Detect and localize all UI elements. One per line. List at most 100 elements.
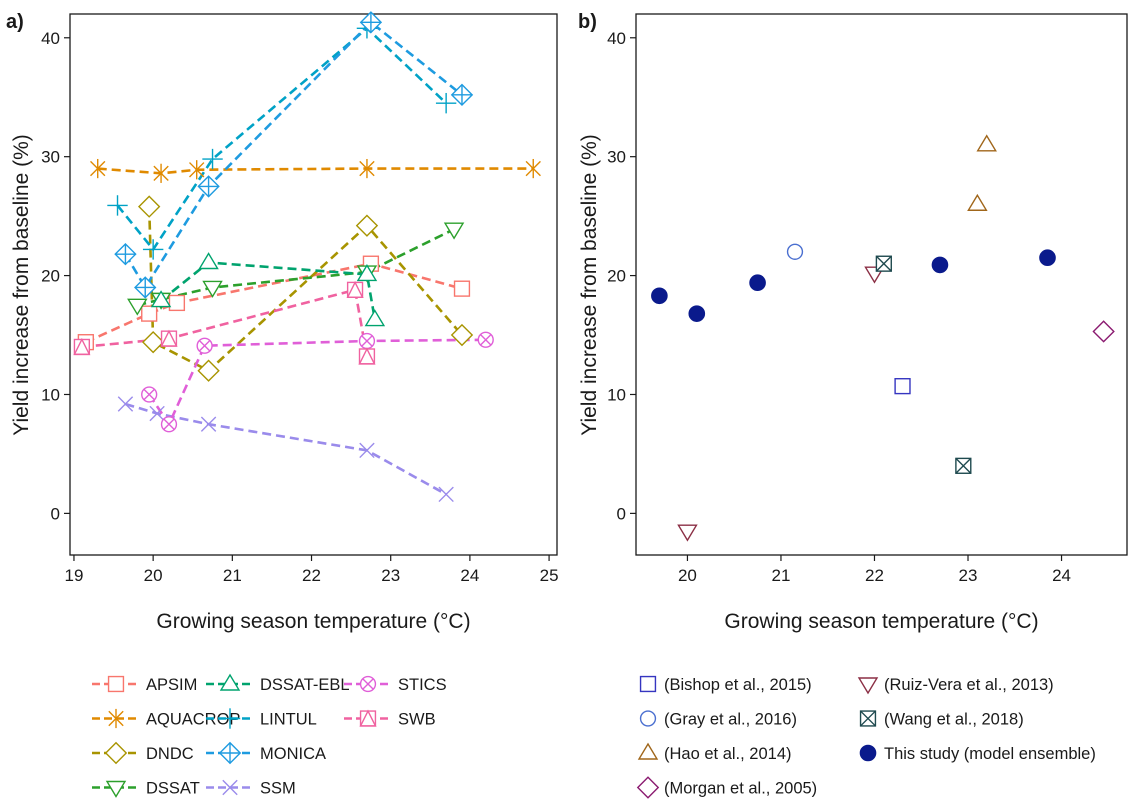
data-point-stics xyxy=(196,337,213,354)
data-point-dssat-ebl xyxy=(150,290,172,308)
data-point-ssm xyxy=(438,486,454,503)
data-point-lintul xyxy=(435,92,457,114)
data-point-ruiz-vera-et-al-2013 xyxy=(677,524,698,542)
legend-item-stics: STICS xyxy=(344,675,447,694)
series-swb xyxy=(81,288,369,357)
data-point-dndc xyxy=(450,323,474,347)
data-point-ssm xyxy=(200,416,217,432)
legend-key-marker xyxy=(222,779,238,796)
legend-key-marker xyxy=(636,776,660,799)
legend-item-hao-et-al-2014: (Hao et al., 2014) xyxy=(637,742,792,763)
legend-label: DSSAT xyxy=(146,780,200,798)
data-point-swb xyxy=(73,337,91,356)
panel-b-label: b) xyxy=(578,11,597,33)
data-point-swb xyxy=(358,347,376,365)
panel-a: a) 19 20 21 22 23 24 25 0 10 20 30 40 Growing seas… xyxy=(6,11,559,633)
legend-label: (Wang et al., 2018) xyxy=(884,711,1024,729)
panel-a-x-tick-label: 20 xyxy=(144,566,163,585)
data-point-stics xyxy=(141,386,158,403)
legend-item-apsim: APSIM xyxy=(92,675,197,694)
panel-a-x-tick-label: 24 xyxy=(460,566,479,585)
data-point-ssm xyxy=(149,405,165,422)
legend-item-monica: MONICA xyxy=(206,741,326,765)
legend-key-marker xyxy=(859,710,877,727)
legend-key-marker xyxy=(218,741,242,765)
panel-b-frame xyxy=(635,13,1128,556)
data-point-lintul xyxy=(202,148,223,170)
legend-key-marker xyxy=(637,742,659,760)
legend-label: LINTUL xyxy=(260,711,317,729)
data-point-dssat xyxy=(127,298,148,316)
panel-a-x-axis: 19 20 21 22 23 24 25 xyxy=(64,555,559,585)
data-point-dssat-ebl xyxy=(356,264,378,282)
legend-item-dssat: DSSAT xyxy=(92,780,200,798)
legend-key-marker xyxy=(219,673,241,691)
panel-b-plot-area xyxy=(651,134,1115,542)
legend-key-marker xyxy=(859,744,877,762)
legend-key-marker xyxy=(107,675,125,693)
data-point-gray-et-al-2016 xyxy=(786,243,804,260)
panel-b: b) 20 21 22 23 24 0 10 20 30 40 Growing season t… xyxy=(578,11,1128,633)
data-point-this-study-model-ensemble xyxy=(651,287,668,305)
legend-label: (Ruiz-Vera et al., 2013) xyxy=(884,676,1054,694)
data-point-dssat xyxy=(202,280,223,298)
data-point-aquacrop xyxy=(90,158,106,179)
legend-label: This study (model ensemble) xyxy=(884,745,1096,763)
panel-b-y-tick-label: 10 xyxy=(607,385,626,404)
data-point-this-study-model-ensemble xyxy=(749,274,766,292)
data-point-monica xyxy=(359,11,383,34)
series-line-dssat-ebl xyxy=(160,261,377,320)
legend-label: (Hao et al., 2014) xyxy=(664,745,792,763)
panel-a-x-tick-label: 25 xyxy=(540,566,559,585)
data-point-monica xyxy=(450,83,474,107)
panel-b-x-tick-label: 21 xyxy=(772,566,791,585)
panel-a-x-tick-label: 21 xyxy=(223,566,242,585)
data-point-dssat-ebl xyxy=(364,309,386,327)
data-point-dndc xyxy=(141,330,165,354)
data-point-dssat-ebl xyxy=(198,252,219,270)
legend-key-marker xyxy=(359,675,377,693)
data-point-this-study-model-ensemble xyxy=(688,305,706,322)
panel-a-x-tick-label: 22 xyxy=(302,566,321,585)
panel-a-x-tick-label: 19 xyxy=(64,566,83,585)
legend-label: APSIM xyxy=(146,676,197,694)
legend-item-lintul: LINTUL xyxy=(206,708,317,729)
data-point-morgan-et-al-2005 xyxy=(1092,320,1115,343)
panel-b-x-title: Growing season temperature (°C) xyxy=(724,610,1038,633)
series-dssat-ebl xyxy=(160,261,377,320)
panel-a-y-tick-label: 10 xyxy=(41,385,60,404)
legend-item-dndc: DNDC xyxy=(92,741,194,765)
series-line-swb xyxy=(81,288,369,357)
legend-item-wang-et-al-2018: (Wang et al., 2018) xyxy=(859,710,1024,729)
legend-item-aquacrop: AQUACROP xyxy=(92,708,240,729)
panel-a-y-tick-label: 40 xyxy=(41,29,60,48)
legend-label: (Bishop et al., 2015) xyxy=(664,676,812,694)
legend-key-marker xyxy=(639,675,657,693)
panel-b-y-title: Yield increase from baseline (%) xyxy=(578,134,601,436)
data-point-apsim xyxy=(453,280,471,297)
legend-item-morgan-et-al-2005: (Morgan et al., 2005) xyxy=(636,776,817,799)
panel-a-label: a) xyxy=(6,11,24,33)
data-point-hao-et-al-2014 xyxy=(967,193,988,211)
legend-item-swb: SWB xyxy=(344,709,436,729)
legend-key-marker xyxy=(105,780,127,798)
panel-a-y-tick-label: 0 xyxy=(51,504,60,523)
panel-a-y-tick-label: 30 xyxy=(41,148,60,167)
legend-label: DSSAT-EBL xyxy=(260,676,350,694)
legend-label: (Gray et al., 2016) xyxy=(664,711,797,729)
data-point-bishop-et-al-2015 xyxy=(894,378,911,395)
legend-key-marker xyxy=(104,741,128,765)
data-point-stics xyxy=(160,416,178,433)
data-point-aquacrop xyxy=(359,158,375,179)
panel-a-frame xyxy=(69,13,558,556)
panel-b-y-tick-label: 30 xyxy=(607,148,626,167)
data-point-apsim xyxy=(168,294,186,312)
panel-b-x-tick-label: 22 xyxy=(865,566,884,585)
legend-key-marker xyxy=(219,708,241,729)
data-point-monica xyxy=(134,276,157,299)
data-point-dndc xyxy=(197,359,220,382)
data-point-hao-et-al-2014 xyxy=(976,134,997,152)
data-point-lintul xyxy=(107,195,128,216)
